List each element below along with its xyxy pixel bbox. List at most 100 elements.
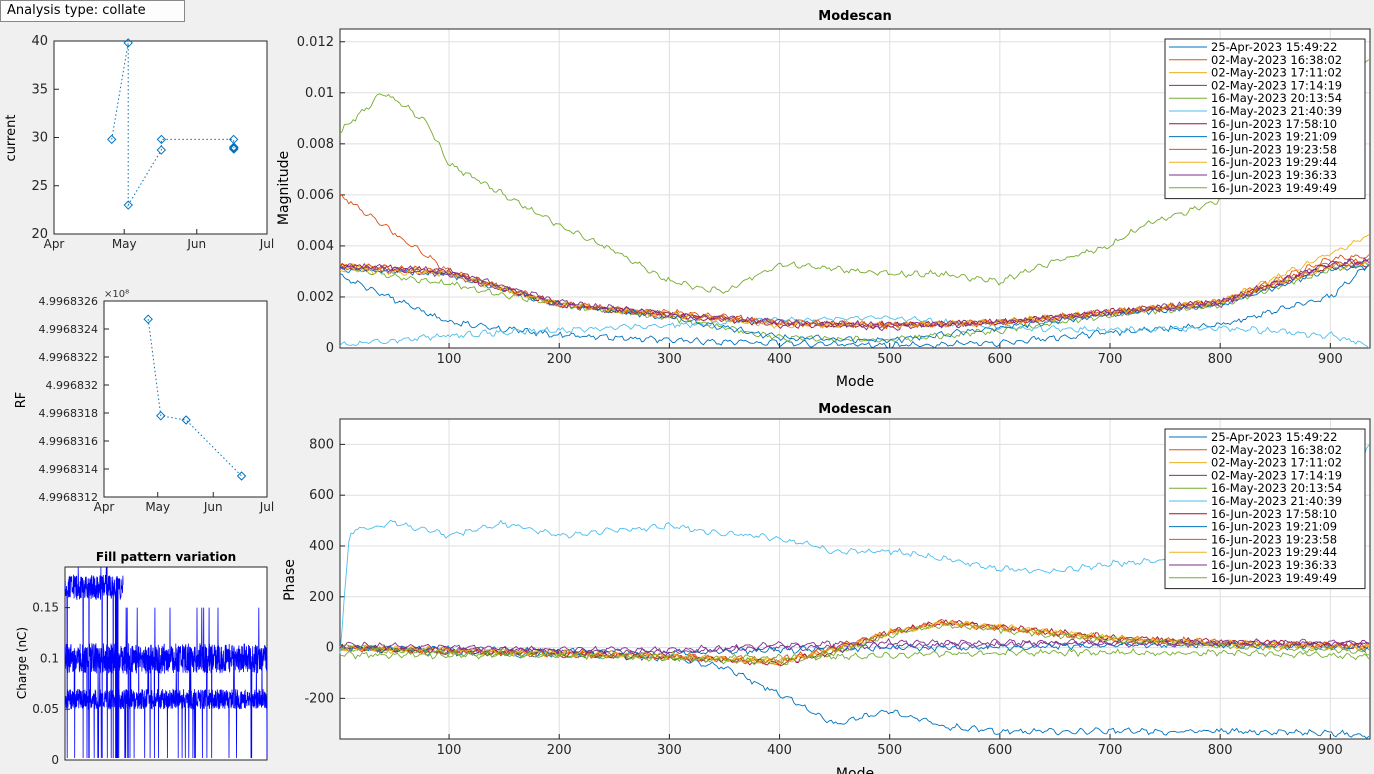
x-tick-label: Jul bbox=[259, 500, 274, 514]
series-line bbox=[339, 260, 1370, 330]
y-tick-label: 0 bbox=[51, 753, 59, 767]
current-ylabel: current bbox=[4, 115, 19, 162]
phase-modescan-plot: 100 200 300 400 500 600 700 800 900 -200 0 200 400 60… bbox=[304, 418, 1371, 758]
magnitude-xlabel: Mode bbox=[836, 374, 874, 390]
legend-entry: 16-Jun-2023 19:21:09 bbox=[1211, 520, 1337, 534]
y-tick-label: 0.1 bbox=[40, 651, 59, 665]
y-tick-label: 4.996832 bbox=[46, 379, 99, 392]
y-tick-label: 40 bbox=[31, 34, 48, 49]
series-line bbox=[339, 59, 1370, 294]
current-plot: Apr May Jun Jul 20 25 30 35 40 bbox=[31, 34, 274, 251]
current-data-point bbox=[123, 200, 133, 210]
axes-box bbox=[339, 418, 1371, 740]
legend-entry: 16-Jun-2023 17:58:10 bbox=[1211, 507, 1337, 521]
x-tick-label: May bbox=[112, 237, 137, 251]
y-tick-label: 4.9968322 bbox=[39, 351, 99, 364]
current-data-point bbox=[156, 134, 167, 145]
legend-entry: 16-Jun-2023 19:21:09 bbox=[1211, 130, 1337, 144]
rf-ylabel: RF bbox=[14, 392, 29, 409]
x-tick-label: Apr bbox=[94, 500, 115, 514]
current-dotted-line bbox=[111, 42, 235, 207]
legend-entry: 16-Jun-2023 19:49:49 bbox=[1211, 181, 1337, 195]
x-tick-label: 400 bbox=[767, 352, 792, 367]
legend-entry: 16-May-2023 21:40:39 bbox=[1211, 104, 1342, 118]
current-data-point bbox=[229, 144, 239, 154]
legend-entry: 16-Jun-2023 19:49:49 bbox=[1211, 571, 1337, 585]
x-tick-label: 100 bbox=[437, 352, 462, 367]
rf-data-point bbox=[236, 471, 247, 481]
y-tick-label: 600 bbox=[309, 488, 334, 503]
y-tick-label: 800 bbox=[309, 437, 334, 452]
rf-data-point bbox=[156, 411, 166, 421]
legend-entry: 02-May-2023 17:11:02 bbox=[1211, 66, 1342, 80]
series-line bbox=[339, 315, 1370, 349]
y-tick-label: 4.9968312 bbox=[39, 491, 99, 504]
y-tick-label: 0.05 bbox=[32, 702, 59, 716]
x-tick-label: Jun bbox=[203, 500, 223, 514]
y-tick-label: 4.9968326 bbox=[39, 295, 99, 308]
legend-entry: 02-May-2023 17:14:19 bbox=[1211, 78, 1342, 92]
x-tick-label: 200 bbox=[547, 352, 572, 367]
legend-box bbox=[1164, 38, 1366, 200]
x-tick-label: 100 bbox=[437, 743, 462, 758]
legend-entry: 16-Jun-2023 19:23:58 bbox=[1211, 142, 1337, 156]
legend-box bbox=[1164, 428, 1366, 590]
legend-entry: 25-Apr-2023 15:49:22 bbox=[1211, 40, 1337, 54]
legend-entry: 16-Jun-2023 19:36:33 bbox=[1211, 558, 1337, 572]
legend-entry: 16-Jun-2023 19:29:44 bbox=[1211, 155, 1337, 169]
x-tick-label: 400 bbox=[767, 743, 792, 758]
x-tick-label: 800 bbox=[1208, 743, 1233, 758]
y-tick-label: 4.9968324 bbox=[39, 323, 99, 336]
legend-entry: 16-Jun-2023 19:23:58 bbox=[1211, 532, 1337, 546]
current-data-point bbox=[156, 145, 167, 155]
legend-entry: 25-Apr-2023 15:49:22 bbox=[1211, 430, 1337, 444]
legend-entry: 16-Jun-2023 19:29:44 bbox=[1211, 545, 1337, 559]
y-tick-label: 0 bbox=[326, 341, 334, 356]
x-tick-label: 600 bbox=[987, 743, 1012, 758]
y-tick-label: 4.9968318 bbox=[39, 407, 99, 420]
magnitude-title: Modescan bbox=[818, 9, 891, 24]
magnitude-ylabel: Magnitude bbox=[276, 151, 292, 225]
legend-entry: 02-May-2023 17:14:19 bbox=[1211, 468, 1342, 482]
current-data-point bbox=[229, 143, 239, 153]
series-line bbox=[339, 264, 1370, 344]
y-tick-label: 200 bbox=[309, 590, 334, 605]
x-tick-label: Apr bbox=[44, 237, 65, 251]
legend-entry: 16-Jun-2023 17:58:10 bbox=[1211, 117, 1337, 131]
legend-entry: 02-May-2023 17:11:02 bbox=[1211, 456, 1342, 470]
series-line bbox=[339, 619, 1370, 667]
fill-trace bbox=[64, 607, 268, 759]
rf-data-point bbox=[143, 314, 153, 324]
legend-entry: 02-May-2023 16:38:02 bbox=[1211, 53, 1342, 67]
y-tick-label: 0.008 bbox=[297, 137, 334, 152]
y-tick-label: -200 bbox=[304, 691, 334, 706]
fill-ylabel: Charge (nC) bbox=[15, 627, 29, 699]
x-tick-label: Jun bbox=[186, 237, 206, 251]
legend-entry: 16-May-2023 20:13:54 bbox=[1211, 91, 1342, 105]
y-tick-label: 0.004 bbox=[297, 239, 334, 254]
rf-plot: Apr May Jun Jul 4.9968312 4.9968314 4.9968316 4… bbox=[39, 295, 275, 514]
y-tick-label: 400 bbox=[309, 539, 334, 554]
fill-trace bbox=[64, 648, 268, 759]
fill-trace bbox=[64, 566, 124, 759]
series-line bbox=[339, 622, 1369, 666]
legend-entry: 16-May-2023 20:13:54 bbox=[1211, 481, 1342, 495]
x-tick-label: May bbox=[145, 500, 170, 514]
current-data-point bbox=[229, 142, 239, 152]
x-tick-label: 600 bbox=[987, 352, 1012, 367]
y-tick-label: 30 bbox=[31, 131, 48, 146]
y-tick-label: 0.002 bbox=[297, 290, 334, 305]
fill-title: Fill pattern variation bbox=[96, 550, 236, 564]
axes-box bbox=[103, 300, 268, 498]
y-tick-label: 0.006 bbox=[297, 188, 334, 203]
rf-exponent-label: ×10⁸ bbox=[104, 289, 129, 300]
y-tick-label: 20 bbox=[31, 227, 48, 242]
x-tick-label: 900 bbox=[1318, 352, 1343, 367]
rf-dotted-line bbox=[147, 319, 242, 477]
legend-entry: 16-Jun-2023 19:36:33 bbox=[1211, 168, 1337, 182]
analysis-type-button[interactable]: Analysis type: collate bbox=[0, 0, 185, 22]
